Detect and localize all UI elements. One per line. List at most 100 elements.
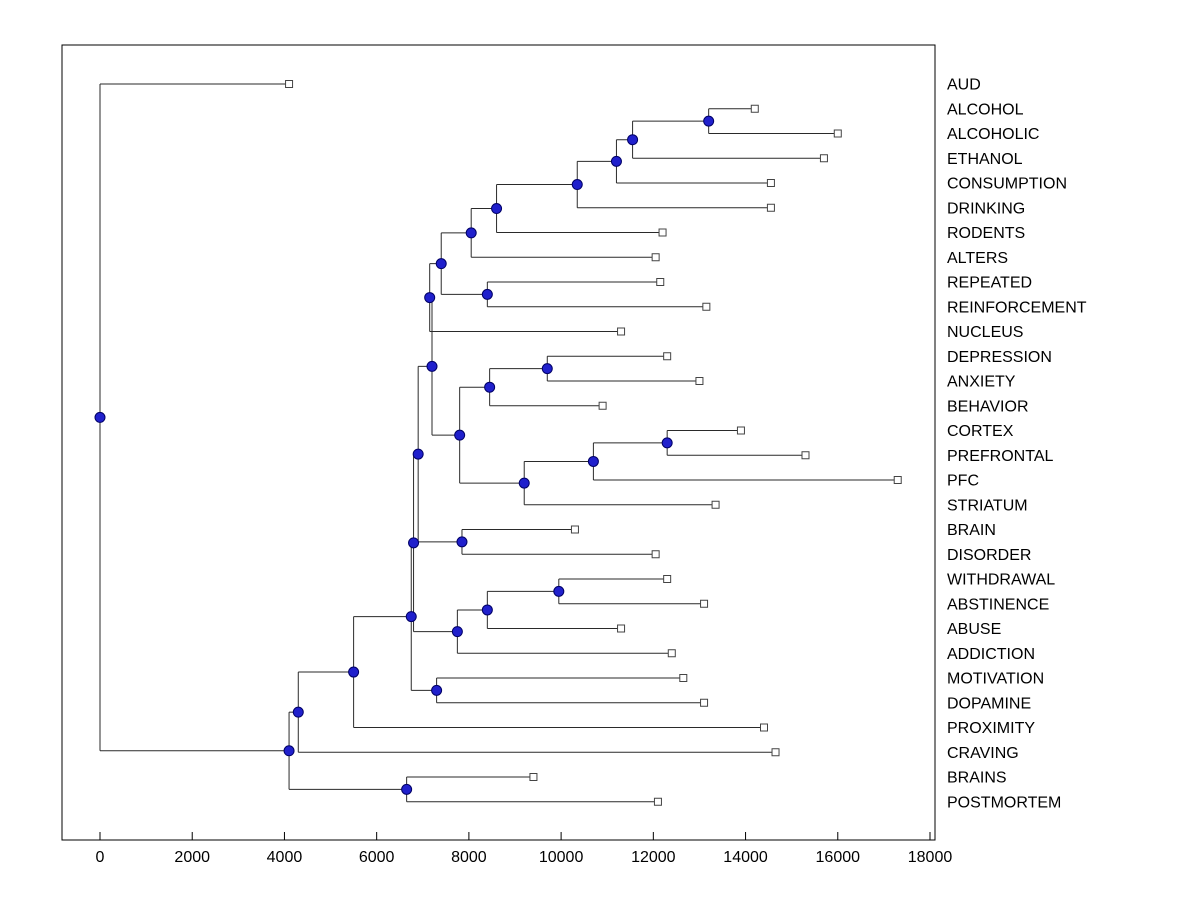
leaf-marker: [598, 401, 607, 410]
leaf-marker: [617, 624, 626, 633]
cluster-node-marker: [661, 437, 673, 449]
cluster-node-marker: [401, 783, 413, 795]
x-tick-label: 10000: [539, 849, 584, 866]
cluster-node-marker: [587, 455, 599, 467]
leaf-marker: [656, 278, 665, 286]
leaf-label: ETHANOL: [947, 151, 1023, 168]
cluster-node-marker: [481, 288, 493, 300]
leaf-marker: [663, 575, 672, 583]
leaf-label: BEHAVIOR: [947, 398, 1029, 415]
leaf-marker: [760, 723, 768, 732]
cluster-node-marker: [610, 155, 622, 167]
cluster-node-marker: [283, 745, 295, 757]
leaf-marker: [658, 228, 667, 237]
cluster-node-marker: [456, 536, 468, 548]
leaf-label: DEPRESSION: [947, 349, 1052, 366]
leaf-marker: [700, 599, 709, 608]
cluster-node-marker: [465, 227, 477, 239]
cluster-node-marker: [292, 706, 304, 718]
cluster-node-marker: [348, 666, 360, 678]
leaf-label: REINFORCEMENT: [947, 299, 1087, 316]
x-tick-label: 4000: [267, 849, 303, 866]
x-tick-label: 18000: [908, 849, 953, 866]
leaf-label: MOTIVATION: [947, 671, 1044, 688]
leaf-marker: [653, 797, 662, 806]
plot-box: [61, 44, 936, 841]
leaf-marker: [771, 748, 780, 757]
cluster-node-marker: [405, 611, 417, 623]
leaf-label: CORTEX: [947, 423, 1014, 440]
leaf-label: WITHDRAWAL: [947, 572, 1055, 589]
leaf-marker: [766, 179, 775, 187]
leaf-label: ALTERS: [947, 250, 1008, 267]
cluster-node-marker: [408, 537, 420, 549]
leaf-marker: [711, 500, 720, 509]
x-tick-label: 6000: [359, 849, 395, 866]
leaf-marker: [766, 203, 775, 212]
leaf-label: NUCLEUS: [947, 324, 1023, 341]
leaf-label: ADDICTION: [947, 646, 1035, 663]
leaf-marker: [667, 649, 676, 658]
cluster-node-marker: [553, 585, 565, 597]
cluster-node-marker: [412, 448, 424, 460]
leaf-marker: [801, 451, 810, 460]
leaf-label: ANXIETY: [947, 374, 1016, 391]
leaf-label: POSTMORTEM: [947, 794, 1061, 811]
leaf-marker: [679, 674, 688, 682]
leaf-marker: [529, 773, 538, 781]
cluster-node-marker: [454, 429, 466, 441]
leaf-label: DISORDER: [947, 547, 1031, 564]
leaf-marker: [651, 253, 660, 262]
cluster-node-marker: [484, 381, 496, 393]
leaf-marker: [617, 327, 626, 336]
leaf-label: BRAIN: [947, 522, 996, 539]
cluster-node-marker: [491, 203, 503, 215]
x-tick-label: 14000: [723, 849, 768, 866]
leaf-marker: [651, 550, 660, 559]
x-tick-label: 2000: [174, 849, 210, 866]
cluster-node-marker: [431, 684, 443, 696]
leaf-label: AUD: [947, 77, 981, 94]
x-tick-label: 12000: [631, 849, 676, 866]
x-tick-label: 16000: [816, 849, 861, 866]
leaf-label: PROXIMITY: [947, 720, 1035, 737]
leaf-label: ABSTINENCE: [947, 596, 1049, 613]
leaf-label: CONSUMPTION: [947, 176, 1067, 193]
cluster-node-marker: [481, 604, 493, 616]
leaf-marker: [736, 426, 745, 435]
leaf-label: ALCOHOLIC: [947, 126, 1039, 143]
cluster-node-marker: [451, 626, 463, 638]
leaf-marker: [819, 154, 828, 163]
cluster-node-marker: [571, 179, 583, 191]
leaf-label: BRAINS: [947, 770, 1007, 787]
leaf-label: ABUSE: [947, 621, 1001, 638]
x-tick-label: 8000: [451, 849, 487, 866]
cluster-node-marker: [541, 363, 553, 375]
leaf-marker: [285, 80, 294, 88]
leaf-label: PFC: [947, 473, 979, 490]
cluster-node-marker: [435, 258, 447, 270]
leaf-marker: [700, 698, 709, 707]
cluster-node-marker: [627, 134, 639, 146]
leaf-marker: [893, 476, 902, 484]
leaf-label: RODENTS: [947, 225, 1025, 242]
leaf-marker: [570, 525, 579, 534]
leaf-marker: [663, 352, 672, 361]
leaf-label: DRINKING: [947, 200, 1025, 217]
cluster-node-marker: [426, 360, 438, 372]
cluster-node-marker: [703, 115, 715, 127]
cluster-node-marker: [518, 477, 530, 489]
leaf-marker: [750, 104, 759, 113]
leaf-marker: [695, 377, 704, 385]
leaf-label: ALCOHOL: [947, 101, 1024, 118]
x-tick-label: 0: [96, 849, 105, 866]
leaf-label: DOPAMINE: [947, 695, 1031, 712]
cluster-node-marker: [94, 411, 106, 423]
cluster-node-marker: [424, 292, 436, 304]
leaf-marker: [833, 129, 842, 138]
leaf-label: PREFRONTAL: [947, 448, 1053, 465]
leaf-label: REPEATED: [947, 275, 1032, 292]
leaf-label: STRIATUM: [947, 497, 1028, 514]
